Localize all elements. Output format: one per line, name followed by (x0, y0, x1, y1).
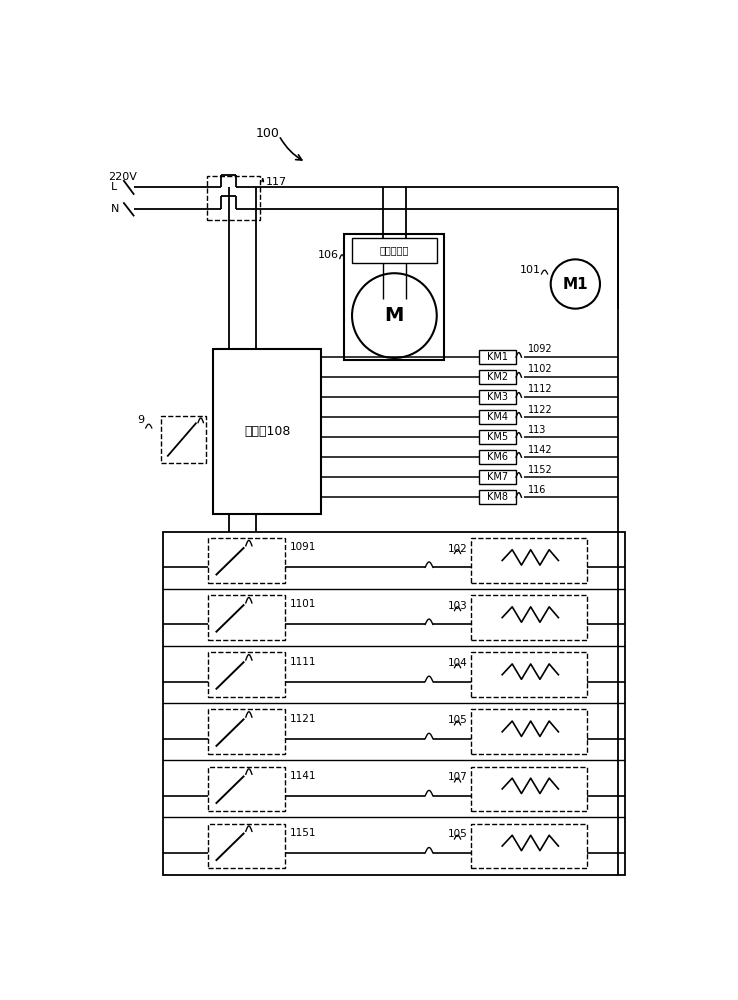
Text: 1152: 1152 (528, 465, 552, 475)
Bar (472, 709, 587, 754)
Bar (208, 824, 285, 868)
Bar (479, 370, 516, 384)
Text: KM3: KM3 (487, 392, 508, 402)
Circle shape (352, 273, 437, 358)
Bar (479, 410, 516, 424)
Bar (352, 238, 437, 263)
Text: KM2: KM2 (487, 372, 508, 382)
Bar (472, 767, 587, 811)
Bar (479, 430, 516, 444)
Text: 1102: 1102 (528, 364, 552, 374)
Text: 117: 117 (266, 177, 287, 187)
Text: 104: 104 (448, 658, 468, 668)
Bar (208, 767, 285, 811)
Bar (208, 709, 285, 754)
Bar (208, 595, 285, 640)
Text: 102: 102 (448, 544, 468, 554)
Bar (472, 824, 587, 868)
Text: 105: 105 (448, 715, 468, 725)
Text: 105: 105 (448, 829, 468, 839)
Text: M: M (384, 306, 404, 325)
Bar (472, 652, 587, 697)
Text: KM1: KM1 (487, 352, 508, 362)
Bar (479, 450, 516, 464)
Bar (207, 176, 260, 220)
Bar (213, 349, 321, 514)
Text: 1141: 1141 (290, 771, 316, 781)
Text: 113: 113 (528, 425, 546, 435)
Text: KM4: KM4 (487, 412, 508, 422)
Text: L: L (111, 182, 117, 192)
Text: 1092: 1092 (528, 344, 552, 354)
Text: 220V: 220V (108, 172, 137, 182)
Text: 电机控制器: 电机控制器 (380, 246, 409, 256)
Text: 103: 103 (448, 601, 468, 611)
Text: 1142: 1142 (528, 445, 552, 455)
Text: 控制器108: 控制器108 (244, 425, 291, 438)
Text: 107: 107 (448, 772, 468, 782)
Text: 1121: 1121 (290, 714, 316, 724)
Bar (163, 532, 625, 875)
Bar (472, 595, 587, 640)
Text: KM5: KM5 (487, 432, 508, 442)
Text: 1122: 1122 (528, 405, 552, 415)
Bar (472, 538, 587, 583)
Text: KM7: KM7 (487, 472, 508, 482)
Circle shape (551, 259, 600, 309)
Bar (479, 470, 516, 484)
Text: KM6: KM6 (487, 452, 508, 462)
Text: 1112: 1112 (528, 384, 552, 394)
Bar (479, 350, 516, 364)
Bar (479, 390, 516, 404)
Bar (345, 234, 444, 360)
Text: 106: 106 (318, 250, 339, 260)
Text: M1: M1 (562, 277, 588, 292)
Bar (479, 490, 516, 504)
Text: 1101: 1101 (290, 599, 316, 609)
Text: 101: 101 (520, 265, 541, 275)
Text: 1151: 1151 (290, 828, 316, 838)
Bar (161, 416, 206, 463)
Bar (208, 538, 285, 583)
Text: N: N (111, 204, 120, 214)
Text: KM8: KM8 (487, 492, 508, 502)
Text: 9: 9 (137, 415, 144, 425)
Text: 1091: 1091 (290, 542, 316, 552)
Text: 1111: 1111 (290, 657, 316, 667)
Bar (208, 652, 285, 697)
Text: 116: 116 (528, 485, 546, 495)
Text: 100: 100 (255, 127, 279, 140)
